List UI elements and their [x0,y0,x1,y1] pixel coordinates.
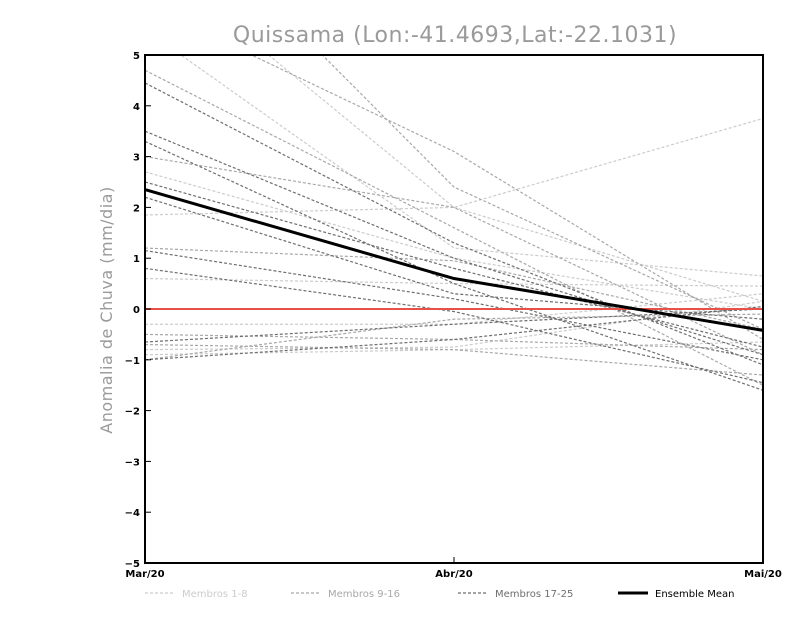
member-line-3-1 [145,82,763,366]
member-line-2-8 [145,333,763,351]
member-line-1-2 [179,55,763,277]
x-tick-label: Abr/20 [435,569,472,580]
y-tick-label: 2 [133,203,140,214]
y-tick-label: 4 [133,102,140,113]
member-line-3-9 [145,140,763,391]
y-tick-label: 0 [133,305,140,316]
y-tick-label: −1 [125,356,140,367]
member-line-1-8 [145,171,763,310]
member-line-2-7 [321,55,763,330]
y-tick-label: −5 [125,559,140,570]
member-line-1-7 [145,341,763,356]
y-tick-label: −3 [125,457,140,468]
member-line-3-4 [145,196,763,320]
y-tick-label: 3 [133,153,140,164]
y-tick-label: −4 [125,508,140,519]
member-line-1-3 [145,300,763,351]
member-line-1-5 [145,293,763,325]
member-lines [145,55,763,391]
member-line-2-3 [145,343,763,376]
member-line-1-4 [145,277,763,287]
legend-label: Membros 1-8 [182,589,248,600]
legend: Membros 1-8 Membros 9-16 Membros 17-25 Ense… [145,589,734,600]
member-line-2-6 [145,313,763,361]
member-line-2-5 [145,156,763,356]
member-line-2-4 [145,69,763,386]
y-tick-label: −2 [125,407,140,418]
chart-title: Quissama (Lon:-41.4693,Lat:-22.1031) [233,23,677,48]
y-axis-label: Anomalia de Chuva (mm/dia) [97,186,116,433]
member-line-3-6 [145,267,763,384]
member-line-3-5 [145,249,763,361]
y-tick-label: 5 [133,51,140,62]
member-line-2-1 [250,55,763,340]
ensemble-mean-line [145,188,763,332]
y-axis: 5 4 3 2 1 0 −1 −2 −3 −4 −5 [125,51,151,570]
x-axis: Mar/20 Abr/20 Mai/20 [125,557,782,580]
member-line-3-2 [145,130,763,356]
member-line-1-6 [267,55,763,302]
x-tick-label: Mar/20 [125,569,164,580]
member-line-1-1 [145,117,763,216]
member-line-3-3 [145,181,763,348]
member-line-2-2 [145,247,763,330]
ensemble-mean-layer [145,188,763,332]
legend-label: Membros 17-25 [495,589,573,600]
y-tick-label: 1 [133,254,140,265]
legend-label: Ensemble Mean [655,589,734,600]
x-tick-label: Mai/20 [744,569,782,580]
member-line-3-8 [145,305,763,361]
legend-label: Membros 9-16 [328,589,400,600]
